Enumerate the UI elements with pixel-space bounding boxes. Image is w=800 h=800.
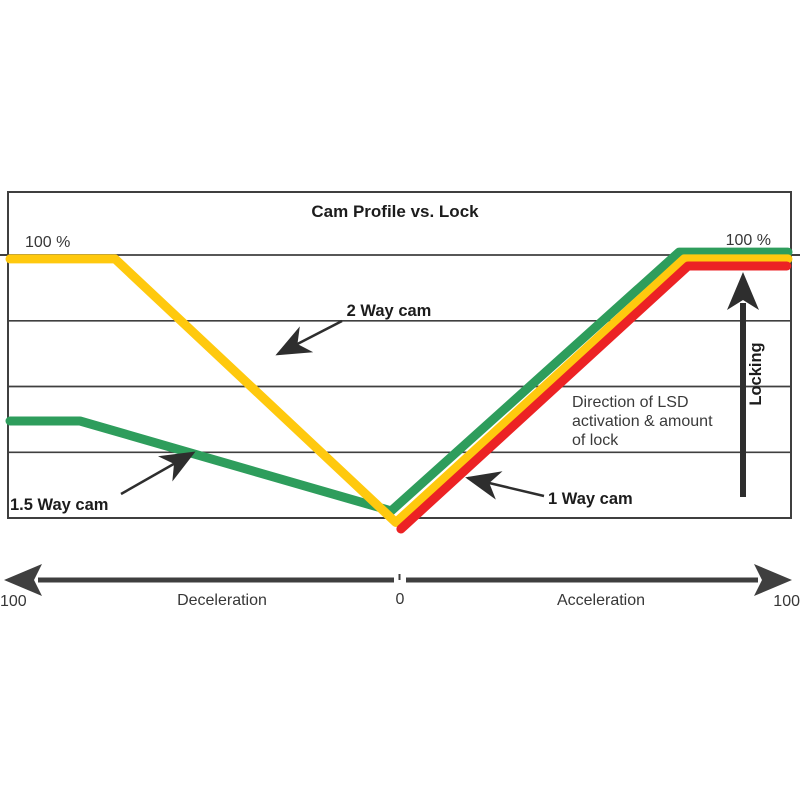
plot-frame [7,191,792,519]
two-way-cam-label: 2 Way cam [347,302,432,320]
x-axis-zero-label: 0 [396,591,405,608]
cam-profile-lines [5,247,793,534]
direction-note-line3: of lock [572,432,619,449]
x-axis-left-100-label: 100 [0,593,27,610]
direction-note-line1: Direction of LSD [572,394,689,411]
x-axis-deceleration-label: Deceleration [177,592,267,609]
two-way-pointer-arrow-icon [275,319,343,356]
one-way-pointer-arrow-icon [465,471,545,500]
x-axis-right-arrowhead-icon [754,564,792,596]
cam-line-2-way-cam [5,254,793,527]
locking-axis-label: Locking [747,342,765,405]
left-100-percent-label: 100 % [25,234,70,251]
gridlines [9,254,790,454]
one-five-way-pointer-arrow-icon [120,451,196,496]
cam-line-1-5-way-cam [5,247,793,516]
right-100-percent-label: 100 % [726,232,771,249]
x-axis-acceleration-label: Acceleration [557,592,645,609]
chart-title: Cam Profile vs. Lock [311,202,479,221]
cam-line-1-way-cam [396,261,792,534]
x-axis-right-100-label: 100 [773,593,800,610]
one-five-way-cam-label: 1.5 Way cam [10,496,108,514]
direction-note-line2: activation & amount [572,413,713,430]
x-axis-left-arrowhead-icon [4,564,42,596]
one-way-cam-label: 1 Way cam [548,490,633,508]
locking-arrow-head-icon [727,272,759,310]
